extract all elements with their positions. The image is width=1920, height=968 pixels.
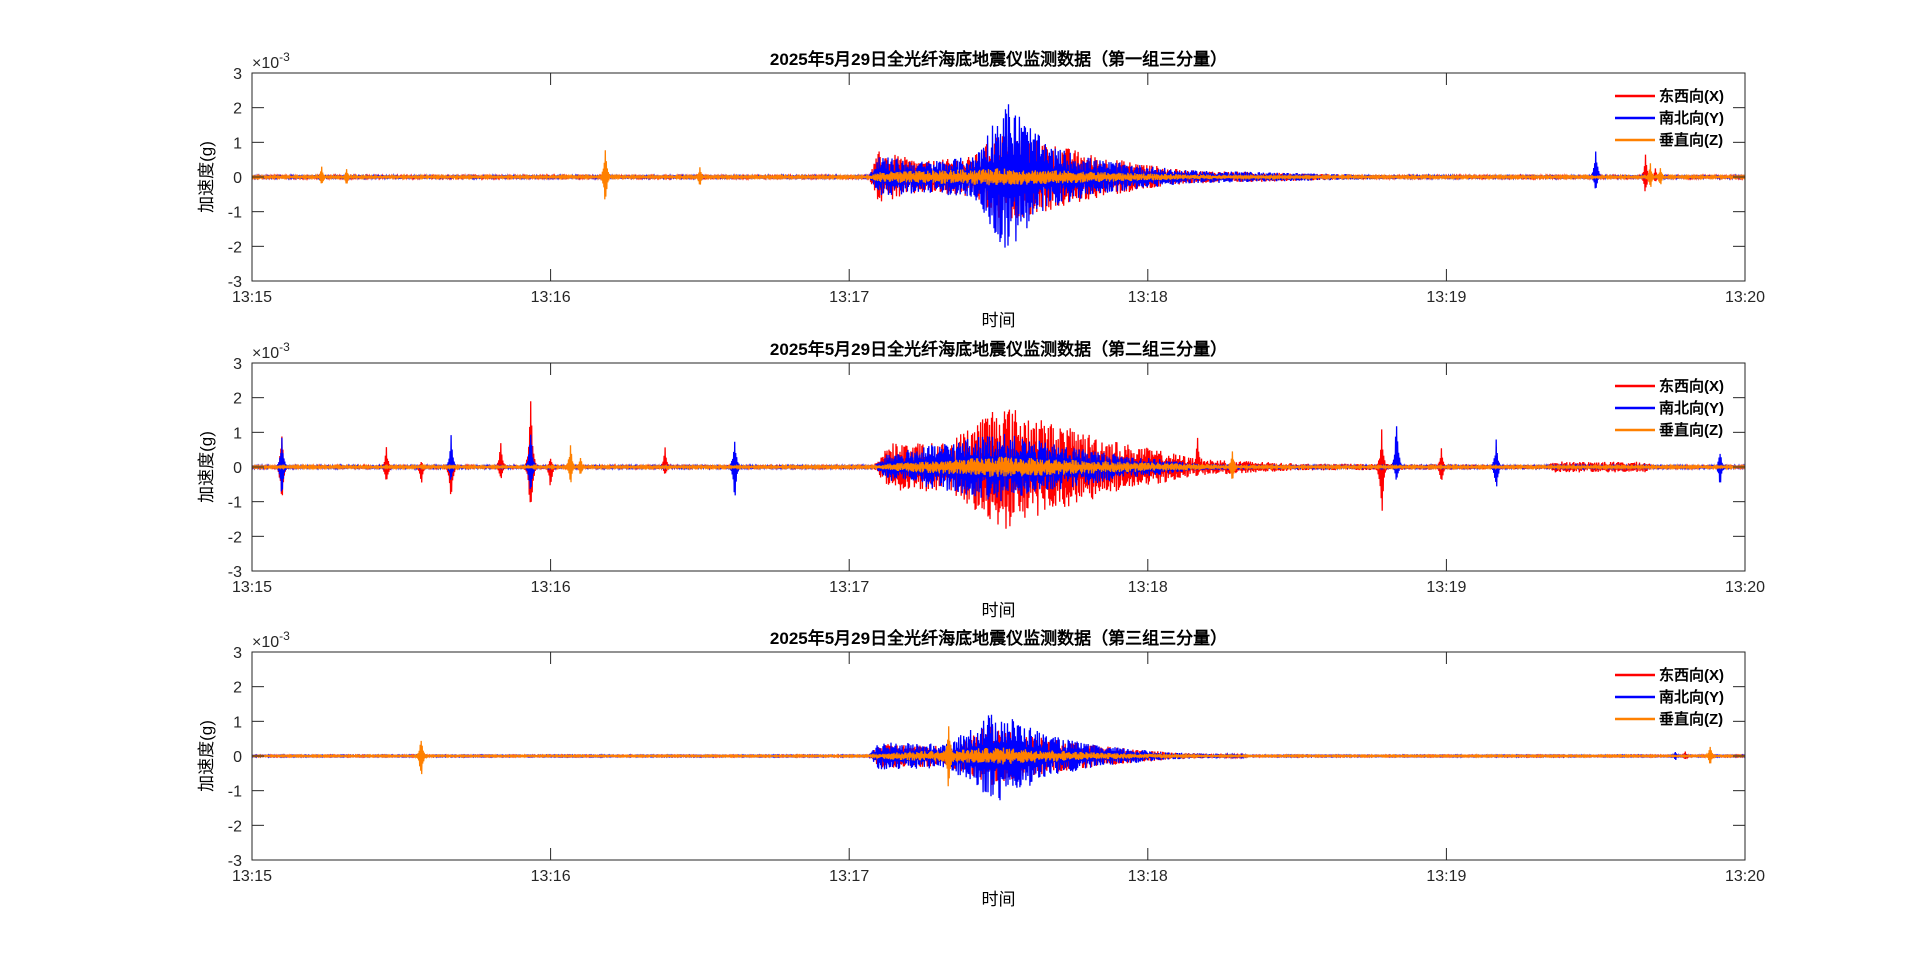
subplot-3: 13:15 13:16 13:17 13:18 13:19 13:20 -3 -2 -1 0 1 2 3… xyxy=(197,628,1765,909)
x-tick-label: 13:19 xyxy=(1426,579,1466,596)
legend: 东西向(X) 南北向(Y) 垂直向(Z) xyxy=(1615,87,1724,149)
chart-title: 2025年5月29日全光纤海底地震仪监测数据（第二组三分量） xyxy=(770,339,1227,359)
x-tick-label: 13:19 xyxy=(1426,289,1466,306)
y-tick-label: 2 xyxy=(233,680,242,697)
x-tick-label: 13:20 xyxy=(1725,868,1765,885)
y-tick-label: 3 xyxy=(233,645,242,662)
y-axis-label: 加速度(g) xyxy=(197,720,216,792)
x-tick-label: 13:15 xyxy=(232,579,272,596)
legend-label: 南北向(Y) xyxy=(1659,109,1724,127)
series-line-z xyxy=(252,150,1745,200)
series-group xyxy=(252,104,1745,248)
y-tick-label: 2 xyxy=(233,391,242,408)
exponent-base: ×10 xyxy=(252,55,279,72)
x-tick-label: 13:15 xyxy=(232,289,272,306)
x-tick-label: 13:17 xyxy=(829,289,869,306)
series-group xyxy=(252,714,1745,801)
x-tick-label: 13:18 xyxy=(1128,868,1168,885)
y-tick-label: 1 xyxy=(233,135,242,152)
y-tick-label: -1 xyxy=(228,205,242,222)
y-tick-label: 3 xyxy=(233,356,242,373)
x-tick-label: 13:16 xyxy=(531,579,571,596)
y-tick-label: 3 xyxy=(233,66,242,83)
exponent-base: ×10 xyxy=(252,634,279,651)
x-tick-label: 13:19 xyxy=(1426,868,1466,885)
legend-label: 东西向(X) xyxy=(1659,377,1724,395)
x-tick-label: 13:16 xyxy=(531,868,571,885)
y-tick-label: -1 xyxy=(228,784,242,801)
x-tick-label: 13:17 xyxy=(829,868,869,885)
y-axis-label: 加速度(g) xyxy=(197,431,216,503)
legend-label: 南北向(Y) xyxy=(1659,399,1724,417)
legend-label: 东西向(X) xyxy=(1659,87,1724,105)
legend-label: 垂直向(Z) xyxy=(1659,131,1723,149)
exponent-power: -3 xyxy=(279,629,290,643)
y-tick-label: 0 xyxy=(233,460,242,477)
series-group xyxy=(252,401,1745,529)
x-axis-label: 时间 xyxy=(982,890,1016,909)
y-tick-label: 2 xyxy=(233,101,242,118)
y-tick-label: -2 xyxy=(228,818,242,835)
x-axis-label: 时间 xyxy=(982,311,1016,330)
chart-title: 2025年5月29日全光纤海底地震仪监测数据（第一组三分量） xyxy=(770,49,1227,69)
series-line-z xyxy=(252,445,1745,483)
y-axis-label: 加速度(g) xyxy=(197,141,216,213)
x-tick-label: 13:16 xyxy=(531,289,571,306)
y-tick-label: -3 xyxy=(228,564,242,581)
y-tick-label: 1 xyxy=(233,425,242,442)
x-tick-label: 13:20 xyxy=(1725,579,1765,596)
exponent-power: -3 xyxy=(279,50,290,64)
x-tick-label: 13:18 xyxy=(1128,289,1168,306)
x-tick-label: 13:17 xyxy=(829,579,869,596)
y-tick-label: 0 xyxy=(233,170,242,187)
x-tick-label: 13:15 xyxy=(232,868,272,885)
legend-label: 垂直向(Z) xyxy=(1659,710,1723,728)
legend: 东西向(X) 南北向(Y) 垂直向(Z) xyxy=(1615,666,1724,728)
series-line-z xyxy=(252,726,1745,787)
x-tick-label: 13:20 xyxy=(1725,289,1765,306)
legend-label: 东西向(X) xyxy=(1659,666,1724,684)
exponent-power: -3 xyxy=(279,340,290,354)
y-tick-label: -1 xyxy=(228,495,242,512)
y-exponent: ×10-3 xyxy=(252,50,290,72)
y-tick-label: -3 xyxy=(228,853,242,870)
chart-title: 2025年5月29日全光纤海底地震仪监测数据（第三组三分量） xyxy=(770,628,1227,648)
legend-label: 垂直向(Z) xyxy=(1659,421,1723,439)
subplot-1: 13:15 13:16 13:17 13:18 13:19 13:20 -3 -2 -1 0 1 2 3… xyxy=(197,49,1765,330)
y-tick-label: -2 xyxy=(228,239,242,256)
y-exponent: ×10-3 xyxy=(252,629,290,651)
x-axis-label: 时间 xyxy=(982,601,1016,620)
y-tick-label: 1 xyxy=(233,714,242,731)
x-tick-label: 13:18 xyxy=(1128,579,1168,596)
subplot-2: 13:15 13:16 13:17 13:18 13:19 13:20 -3 -2 -1 0 1 2 3… xyxy=(197,339,1765,620)
y-tick-label: -2 xyxy=(228,529,242,546)
y-tick-label: 0 xyxy=(233,749,242,766)
legend-label: 南北向(Y) xyxy=(1659,688,1724,706)
y-tick-label: -3 xyxy=(228,274,242,291)
exponent-base: ×10 xyxy=(252,345,279,362)
y-exponent: ×10-3 xyxy=(252,340,290,362)
legend: 东西向(X) 南北向(Y) 垂直向(Z) xyxy=(1615,377,1724,439)
